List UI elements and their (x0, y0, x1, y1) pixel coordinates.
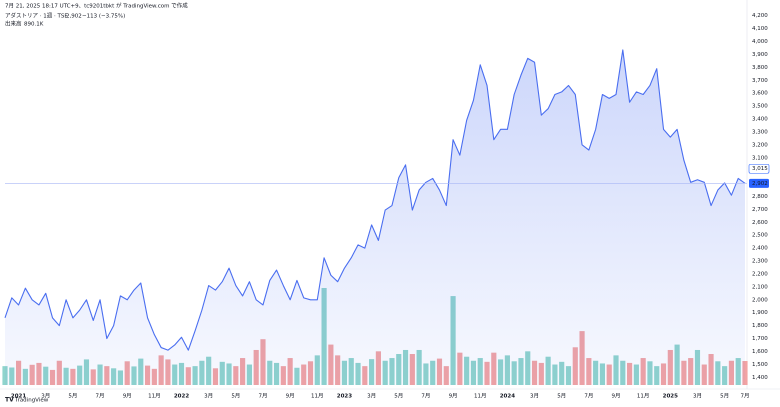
y-tick-label: 4,000 (752, 39, 768, 45)
x-tick-label: 11月 (311, 393, 324, 400)
y-tick-label: 4,100 (752, 26, 768, 32)
x-tick-label: 11月 (637, 393, 650, 400)
x-tick-label: 7月 (258, 393, 267, 400)
y-tick-label: 3,700 (752, 78, 768, 84)
brand: TradingView (14, 398, 49, 404)
price-change: −113 (−3.75%) (82, 14, 125, 20)
y-tick-label: 1,600 (752, 349, 768, 355)
x-tick-label: 9月 (449, 393, 458, 400)
y-tick-label: 1,900 (752, 310, 768, 316)
y-tick-label: 1,500 (752, 362, 768, 368)
y-tick-label: 3,200 (752, 142, 768, 148)
x-tick-label: 3月 (530, 393, 539, 400)
x-tick-label: 2023 (337, 394, 352, 400)
last-price-label: 2,902 (752, 181, 768, 187)
volume-title: 出来高 (5, 20, 22, 28)
y-tick-label: 2,700 (752, 207, 768, 213)
x-tick-label: 5月 (394, 393, 403, 400)
x-tick-label: 11月 (474, 393, 487, 400)
y-tick-label: 1,800 (752, 323, 768, 329)
area-fill (5, 49, 745, 386)
x-tick-label: 2021 (11, 394, 26, 400)
x-tick-label: 11月 (148, 393, 161, 400)
y-tick-label: 1,700 (752, 336, 768, 342)
caption: 7月 21, 2025 18:17 UTC+9、tc9201tbkt が Tra… (5, 2, 188, 10)
last-price-box (749, 178, 769, 188)
y-tick-label: 2,300 (752, 259, 768, 265)
x-tick-label: 3月 (693, 393, 702, 400)
brand-logo: TV (5, 397, 14, 404)
y-tick-label: 3,600 (752, 91, 768, 97)
x-tick-label: 7月 (421, 393, 430, 400)
x-tick-label: 5月 (720, 393, 729, 400)
x-tick-label: 7月 (584, 393, 593, 400)
y-tick-label: 3,300 (752, 129, 768, 135)
y-tick-label: 2,100 (752, 284, 768, 290)
x-tick-label: 5月 (557, 393, 566, 400)
series-title: アダストリア · 1週 · TSE (5, 12, 68, 20)
last-price: 2,902 (66, 14, 82, 20)
x-tick-label: 3月 (204, 393, 213, 400)
y-tick-label: 3,800 (752, 65, 768, 71)
y-tick-label: 2,600 (752, 220, 768, 226)
x-tick-label: 2022 (174, 394, 189, 400)
y-tick-label: 2,800 (752, 194, 768, 200)
y-tick-label: 4,200 (752, 13, 768, 19)
y-tick-label: 2,000 (752, 297, 768, 303)
y-tick-label: 3,900 (752, 52, 768, 58)
x-tick-label: 2025 (663, 394, 678, 400)
y-tick-label: 2,500 (752, 233, 768, 239)
y-tick-label: 2,200 (752, 271, 768, 277)
y-tick-label: 1,400 (752, 375, 768, 381)
x-tick-label: 7月 (741, 393, 750, 400)
price-line (4, 49, 746, 351)
x-tick-label: 7月 (96, 393, 105, 400)
x-tick-label: 9月 (612, 393, 621, 400)
y-tick-label: 3,100 (752, 155, 768, 161)
y-tick-label: 2,400 (752, 246, 768, 252)
prev-close-box (748, 163, 770, 174)
x-tick-label: 2024 (500, 394, 515, 400)
plot (2, 49, 748, 386)
y-tick-label: 3,400 (752, 117, 768, 123)
prev-close-label: 3,015 (752, 166, 768, 172)
x-tick-label: 9月 (123, 393, 132, 400)
x-tick-label: 9月 (286, 393, 295, 400)
x-tick-label: 3月 (367, 393, 376, 400)
x-tick-label: 5月 (231, 393, 240, 400)
x-tick-label: 3月 (41, 393, 50, 400)
x-tick-label: 5月 (68, 393, 77, 400)
volume-last: 890.1K (24, 22, 44, 28)
y-tick-label: 3,500 (752, 104, 768, 110)
